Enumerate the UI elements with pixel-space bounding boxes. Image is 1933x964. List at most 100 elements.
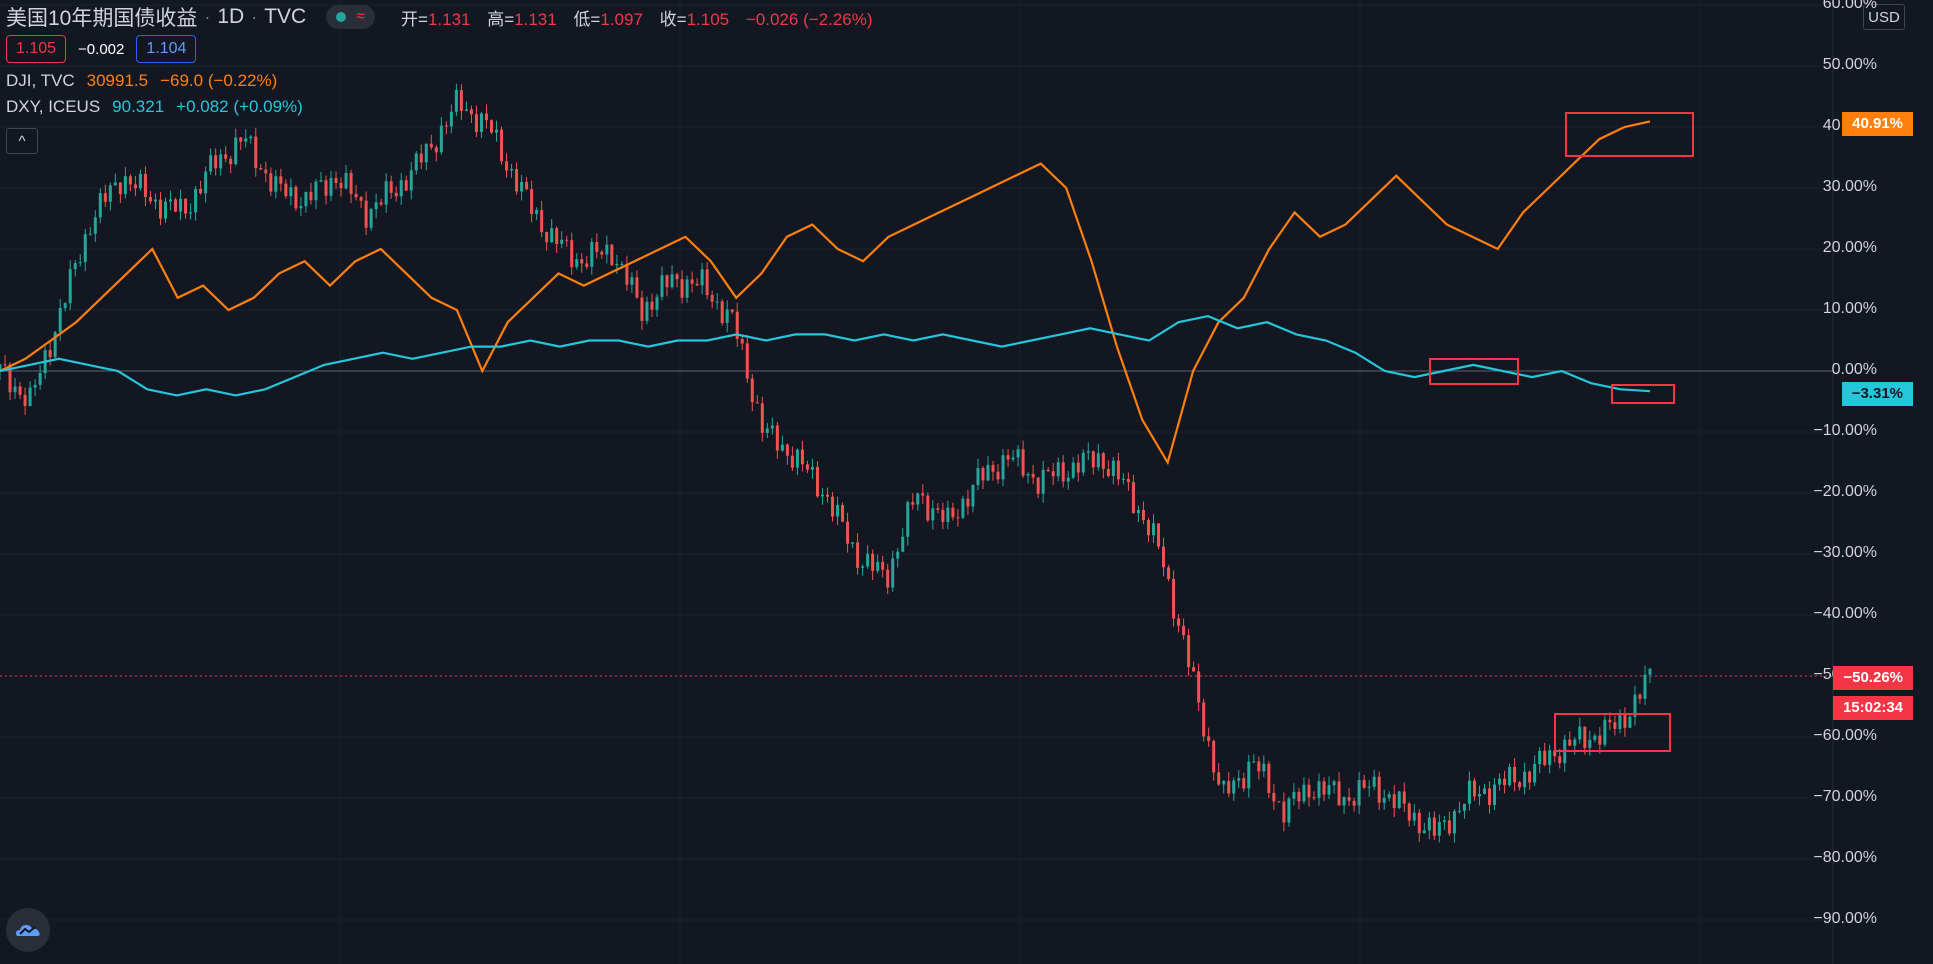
legend: 美国10年期国债收益 · 1D · TVC ≈ 开=1.131 高=1.131 … (6, 4, 885, 154)
candle-body (1297, 791, 1301, 802)
candle-body (249, 136, 253, 139)
sell-price-box[interactable]: 1.105 (6, 35, 67, 63)
candle-body (394, 192, 398, 197)
candle-body (93, 217, 97, 234)
candle-body (1518, 782, 1522, 788)
dji-last-value-tag: 40.91% (1842, 112, 1913, 136)
candle-body (53, 332, 57, 358)
candle-body (1071, 462, 1075, 478)
candle-body (1578, 726, 1582, 740)
price-axis-label: 50.00% (1822, 56, 1877, 73)
candle-body (705, 269, 709, 296)
candle-body (189, 212, 193, 214)
candle-body (510, 169, 514, 171)
candle-body (434, 147, 438, 153)
candle-body (1477, 793, 1481, 797)
candle-body (269, 173, 273, 192)
candle-body (655, 296, 659, 310)
candle-body (610, 244, 614, 266)
candle-body (981, 467, 985, 481)
currency-button[interactable]: USD (1863, 4, 1905, 30)
candle-body (98, 193, 102, 218)
candle-body (1382, 797, 1386, 803)
candle-body (1091, 451, 1095, 468)
candle-body (805, 464, 809, 470)
candle-body (1603, 719, 1607, 745)
candle-body (1307, 784, 1311, 798)
collapse-legend-button[interactable]: ^ (6, 128, 38, 154)
dxy-name: DXY, ICEUS (6, 97, 101, 116)
candle-body (1643, 674, 1647, 699)
candle-body (1392, 794, 1396, 808)
candle-body (329, 178, 333, 196)
candle-body (1232, 780, 1236, 794)
candle-body (986, 464, 990, 481)
candle-body (635, 277, 639, 298)
candle-body (876, 561, 880, 571)
candle-body (344, 172, 348, 189)
candle-body (1036, 477, 1040, 494)
tradingview-logo[interactable] (6, 908, 50, 952)
candle-body (1172, 578, 1176, 619)
candle-body (670, 274, 674, 288)
candle-body (1141, 509, 1145, 521)
candle-body (1131, 482, 1135, 514)
close-label: 收= (659, 9, 687, 29)
candle-body (1638, 694, 1642, 699)
candle-body (174, 199, 178, 212)
candle-body (1262, 763, 1266, 772)
candle-body (700, 269, 704, 286)
candle-body (901, 536, 905, 552)
candle-body (916, 493, 920, 505)
candle-body (881, 561, 885, 570)
candle-body (404, 180, 408, 191)
candle-body (906, 502, 910, 537)
candle-body (28, 387, 32, 406)
candle-body (575, 259, 579, 268)
candle-body (996, 471, 1000, 480)
candle-body (374, 202, 378, 210)
main-legend-row[interactable]: 美国10年期国债收益 · 1D · TVC ≈ 开=1.131 高=1.131 … (6, 4, 885, 30)
candle-body (810, 466, 814, 470)
candle-body (369, 209, 373, 228)
candle-body (505, 161, 509, 171)
candle-body (780, 444, 784, 451)
candle-body (620, 263, 624, 265)
candle-body (1332, 781, 1336, 786)
candle-body (545, 232, 549, 243)
candle-body (1633, 694, 1637, 717)
candle-body (735, 311, 739, 339)
dji-series-line (0, 120, 1651, 466)
annotation-box-dxy-mid (1429, 358, 1519, 385)
candle-body (364, 200, 368, 228)
separator-dot: · (204, 6, 211, 27)
interval-label[interactable]: 1D (217, 5, 245, 28)
candle-body (229, 158, 233, 165)
candle-body (379, 202, 383, 205)
candle-body (38, 373, 42, 385)
compare-row-dxy[interactable]: DXY, ICEUS 90.321 +0.082 (+0.09%) (6, 94, 885, 120)
candle-body (1101, 453, 1105, 470)
dxy-change: +0.082 (+0.09%) (176, 97, 303, 116)
price-axis-label: 10.00% (1822, 300, 1877, 317)
candle-body (8, 364, 12, 393)
symbol-title[interactable]: 美国10年期国债收益 (6, 7, 198, 30)
candle-body (515, 169, 519, 192)
market-status-pill[interactable]: ≈ (326, 5, 375, 29)
open-value: 1.131 (427, 9, 471, 29)
candle-body (83, 234, 87, 263)
candle-body (319, 180, 323, 182)
candle-body (1503, 778, 1507, 786)
buy-price-box[interactable]: 1.104 (136, 35, 197, 63)
candle-body (745, 343, 749, 379)
dxy-last-value-tag: −3.31% (1841, 382, 1913, 406)
candle-body (861, 566, 865, 568)
candle-body (239, 137, 243, 142)
candle-body (1553, 750, 1557, 757)
candle-body (1488, 788, 1492, 805)
compare-row-dji[interactable]: DJI, TVC 30991.5 −69.0 (−0.22%) (6, 68, 885, 94)
candle-body (1247, 761, 1251, 789)
candle-body (1327, 785, 1331, 795)
candle-body (951, 507, 955, 518)
